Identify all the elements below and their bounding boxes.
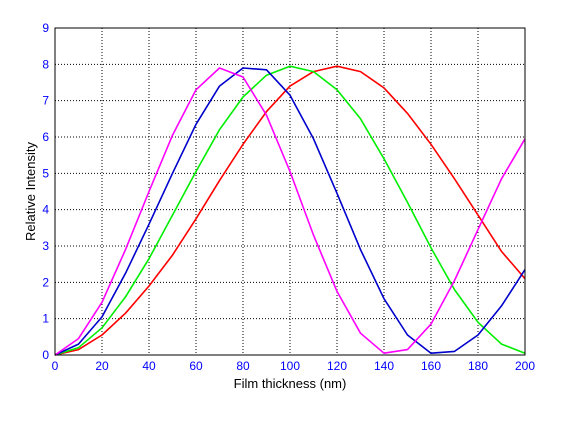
series-line-2	[54, 65, 526, 356]
x-tick-labels: 0 20 40 60 80 100 120 140 160 180 200	[52, 359, 536, 373]
plot-frame	[54, 27, 526, 356]
x-tick-label: 20	[95, 359, 109, 373]
x-tick-label: 200	[515, 359, 535, 373]
y-tick-label: 1	[42, 312, 49, 326]
x-axis-title: Film thickness (nm)	[234, 376, 347, 391]
y-axis-title: Relative Intensity	[23, 142, 38, 241]
y-tick-label: 2	[42, 275, 49, 289]
x-tick-label: 160	[421, 359, 441, 373]
x-tick-label: 40	[142, 359, 156, 373]
x-tick-label: 120	[327, 359, 347, 373]
y-tick-label: 8	[42, 57, 49, 71]
x-tick-label: 0	[52, 359, 59, 373]
y-tick-label: 5	[42, 166, 49, 180]
x-tick-label: 80	[236, 359, 250, 373]
x-tick-label: 140	[374, 359, 394, 373]
series-line-4	[54, 67, 526, 356]
y-tick-label: 6	[42, 130, 49, 144]
y-tick-label: 3	[42, 239, 49, 253]
series-line-3	[54, 67, 526, 356]
x-tick-label: 60	[189, 359, 203, 373]
x-tick-label: 100	[280, 359, 300, 373]
series-lines	[54, 65, 526, 356]
series-line-1	[54, 65, 526, 356]
x-tick-label: 180	[468, 359, 488, 373]
y-tick-label: 7	[42, 94, 49, 108]
grid-lines	[55, 28, 525, 355]
y-tick-label: 0	[42, 348, 49, 362]
y-tick-label: 4	[42, 203, 49, 217]
y-tick-labels: 0 1 2 3 4 5 6 7 8 9	[42, 21, 49, 362]
y-tick-label: 9	[42, 21, 49, 35]
